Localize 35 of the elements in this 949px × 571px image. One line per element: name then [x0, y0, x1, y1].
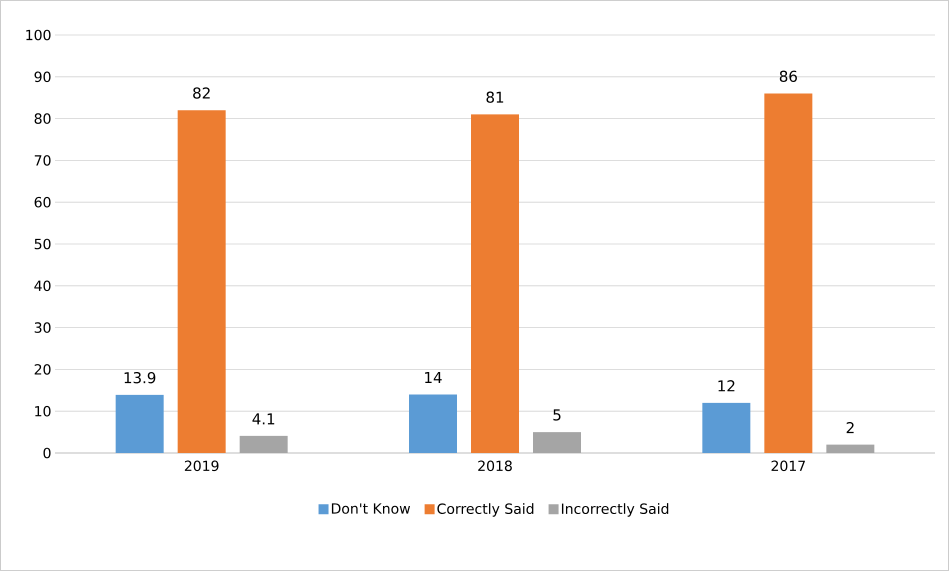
- bar: [116, 394, 164, 453]
- x-tick-label: 2018: [478, 460, 512, 472]
- y-tick-label: 100: [26, 30, 51, 40]
- legend-label: Don't Know: [332, 503, 410, 514]
- bar: [702, 402, 750, 453]
- y-tick-label: 30: [34, 322, 51, 333]
- bar: [178, 110, 226, 453]
- y-tick-label: 90: [34, 71, 51, 82]
- data-label: 13.9: [124, 372, 156, 384]
- y-tick-label: 40: [34, 280, 51, 292]
- data-label: 82: [193, 87, 210, 99]
- bar: [471, 114, 520, 453]
- y-tick-label: 10: [35, 406, 51, 416]
- bar: [409, 394, 458, 453]
- data-label: 14: [425, 372, 442, 383]
- bar: [826, 444, 874, 453]
- y-tick-label: 20: [34, 364, 51, 375]
- x-tick-label: 2019: [184, 460, 218, 472]
- data-label: 86: [780, 70, 797, 82]
- data-label: 81: [486, 92, 504, 103]
- y-tick-label: 0: [43, 448, 51, 458]
- y-tick-label: 80: [34, 113, 51, 124]
- bar: [764, 94, 812, 453]
- data-label: 12: [718, 380, 734, 392]
- bar: [240, 436, 288, 453]
- y-tick-label: 70: [34, 155, 51, 166]
- data-label: 5: [553, 409, 560, 421]
- x-tick-label: 2017: [772, 460, 805, 472]
- bar: [533, 432, 582, 453]
- data-label: 2: [846, 422, 854, 434]
- y-tick-label: 60: [34, 196, 51, 208]
- y-tick-label: 50: [34, 238, 51, 250]
- data-label: 4.1: [252, 413, 274, 424]
- legend-label: Correctly Said: [437, 503, 534, 517]
- legend-label: Incorrectly Said: [562, 503, 668, 517]
